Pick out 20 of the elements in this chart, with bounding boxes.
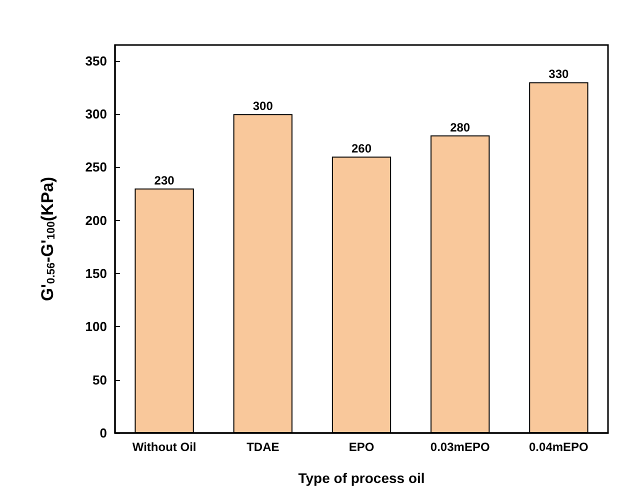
y-tick-label: 350: [85, 53, 107, 68]
y-tick-label: 100: [85, 319, 107, 334]
data-label: 330: [548, 67, 570, 82]
data-label: 260: [351, 142, 372, 156]
y-tick-label: 150: [85, 266, 107, 282]
y-tick-label: 300: [85, 106, 107, 122]
x-tick-label: 0.03mEPO: [430, 440, 490, 454]
y-tick-label: 50: [92, 372, 107, 388]
y-tick-label: 200: [85, 212, 107, 228]
x-tick-label: 0.04mEPO: [529, 440, 588, 454]
data-label: 280: [450, 120, 470, 134]
x-tick-label: Without Oil: [132, 440, 196, 454]
x-axis-title: Type of process oil: [298, 470, 425, 486]
data-label: 300: [252, 99, 274, 114]
y-tick-label: 250: [85, 160, 107, 175]
x-tick-label: EPO: [348, 440, 374, 454]
y-tick-label: 0: [100, 426, 107, 440]
data-label: 230: [154, 174, 175, 188]
x-tick-label: TDAE: [246, 440, 280, 454]
y-axis-title: G'0.56-G'100(KPa): [38, 176, 58, 302]
